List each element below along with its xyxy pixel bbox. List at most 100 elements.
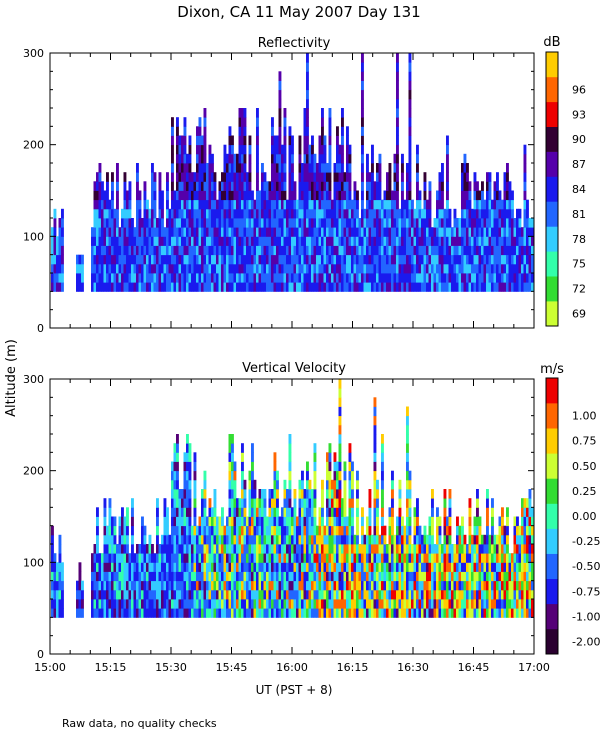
heatmap-cell [423, 208, 427, 219]
heatmap-cell [228, 163, 232, 173]
heatmap-cell [103, 534, 107, 545]
heatmap-cell [493, 553, 497, 563]
heatmap-cell [381, 452, 384, 462]
heatmap-cell [408, 172, 412, 182]
heatmap-cell [343, 553, 347, 563]
heatmap-cell [453, 273, 457, 283]
heatmap-cell [193, 199, 197, 210]
heatmap-cell [298, 135, 302, 146]
heatmap-cell [231, 254, 234, 265]
heatmap-cell [353, 236, 357, 246]
heatmap-cell [321, 181, 324, 191]
heatmap-cell [108, 498, 112, 508]
heatmap-cell [98, 571, 102, 582]
heatmap-cell [258, 516, 262, 527]
heatmap-cell [493, 208, 497, 219]
heatmap-cell [138, 282, 142, 292]
heatmap-cell [106, 273, 109, 283]
heatmap-cell [326, 489, 329, 499]
heatmap-cell [286, 208, 289, 219]
heatmap-cell [186, 227, 189, 237]
heatmap-cell [398, 489, 402, 499]
heatmap-cell [226, 599, 229, 609]
heatmap-cell [321, 516, 324, 527]
heatmap-cell [138, 608, 142, 618]
heatmap-cell [531, 254, 534, 265]
heatmap-cell [131, 534, 134, 545]
colorbar-swatch [546, 176, 558, 202]
heatmap-cell [531, 263, 534, 274]
heatmap-cell [283, 534, 287, 545]
heatmap-cell [238, 525, 242, 536]
heatmap-cell [381, 282, 384, 292]
heatmap-cell [191, 273, 194, 283]
heatmap-cell [348, 282, 352, 292]
heatmap-cell [228, 580, 232, 591]
heatmap-cell [196, 525, 199, 536]
heatmap-cell [508, 282, 512, 292]
heatmap-cell [176, 199, 179, 210]
heatmap-cell [466, 208, 469, 219]
heatmap-cell [181, 608, 184, 618]
heatmap-cell [226, 282, 229, 292]
heatmap-cell [453, 562, 457, 572]
heatmap-cell [361, 544, 364, 554]
heatmap-cell [336, 571, 339, 582]
heatmap-cell [188, 273, 192, 283]
heatmap-cell [338, 263, 342, 274]
heatmap-cell [151, 227, 154, 237]
heatmap-cell [96, 562, 99, 572]
heatmap-cell [158, 608, 162, 618]
heatmap-cell [356, 282, 359, 292]
heatmap-cell [298, 562, 302, 572]
heatmap-cell [103, 571, 107, 582]
heatmap-cell [408, 153, 412, 164]
heatmap-cell [496, 282, 499, 292]
heatmap-cell [198, 190, 202, 201]
heatmap-cell [163, 245, 167, 256]
heatmap-cell [298, 571, 302, 582]
heatmap-cell [316, 580, 319, 591]
heatmap-cell [428, 534, 432, 545]
heatmap-cell [301, 562, 304, 572]
heatmap-cell [276, 227, 279, 237]
heatmap-cell [203, 608, 207, 618]
heatmap-cell [363, 245, 367, 256]
heatmap-cell [241, 589, 244, 600]
heatmap-cell [441, 589, 444, 600]
heatmap-cell [123, 190, 127, 201]
heatmap-cell [433, 245, 437, 256]
heatmap-cell [246, 254, 249, 265]
heatmap-cell [303, 190, 307, 201]
heatmap-cell [311, 163, 314, 173]
heatmap-cell [81, 599, 84, 609]
heatmap-cell [388, 282, 392, 292]
heatmap-cell [263, 553, 267, 563]
heatmap-cell [406, 534, 409, 545]
heatmap-cell [483, 608, 487, 618]
heatmap-cell [416, 218, 419, 228]
heatmap-cell [393, 608, 397, 618]
heatmap-cell [326, 461, 329, 472]
heatmap-cell [406, 443, 409, 453]
heatmap-cell [338, 525, 342, 536]
heatmap-cell [308, 199, 312, 210]
heatmap-cell [178, 181, 182, 191]
heatmap-cell [248, 470, 252, 481]
heatmap-cell [328, 516, 332, 527]
heatmap-cell [98, 163, 102, 173]
heatmap-cell [443, 562, 447, 572]
heatmap-cell [193, 562, 197, 572]
heatmap-cell [181, 544, 184, 554]
heatmap-cell [188, 443, 192, 453]
heatmap-cell [508, 245, 512, 256]
heatmap-cell [456, 245, 459, 256]
heatmap-cell [356, 580, 359, 591]
heatmap-cell [61, 562, 64, 572]
heatmap-cell [278, 227, 282, 237]
heatmap-cell [408, 562, 412, 572]
heatmap-cell [323, 236, 327, 246]
heatmap-cell [288, 144, 292, 155]
heatmap-cell [143, 282, 147, 292]
heatmap-cell [333, 589, 337, 600]
